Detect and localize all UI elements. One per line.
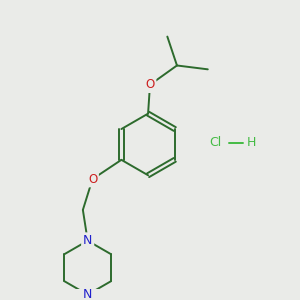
Text: H: H (246, 136, 256, 149)
Text: N: N (83, 234, 92, 247)
Text: N: N (83, 288, 92, 300)
Text: Cl: Cl (209, 136, 222, 149)
Text: O: O (146, 78, 154, 91)
Text: O: O (88, 172, 97, 186)
